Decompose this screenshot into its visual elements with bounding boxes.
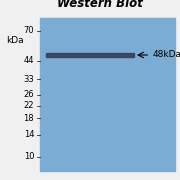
Text: 33: 33 — [23, 75, 34, 84]
Bar — [46, 53, 134, 57]
Text: 48kDa: 48kDa — [153, 51, 180, 60]
Text: Western Blot: Western Blot — [57, 0, 143, 10]
Text: kDa: kDa — [6, 36, 24, 46]
Text: 14: 14 — [24, 130, 34, 139]
Text: 22: 22 — [24, 101, 34, 110]
Text: 18: 18 — [24, 114, 34, 123]
Text: 70: 70 — [24, 26, 34, 35]
Text: 44: 44 — [24, 56, 34, 65]
Text: 26: 26 — [24, 90, 34, 99]
Text: 10: 10 — [24, 152, 34, 161]
